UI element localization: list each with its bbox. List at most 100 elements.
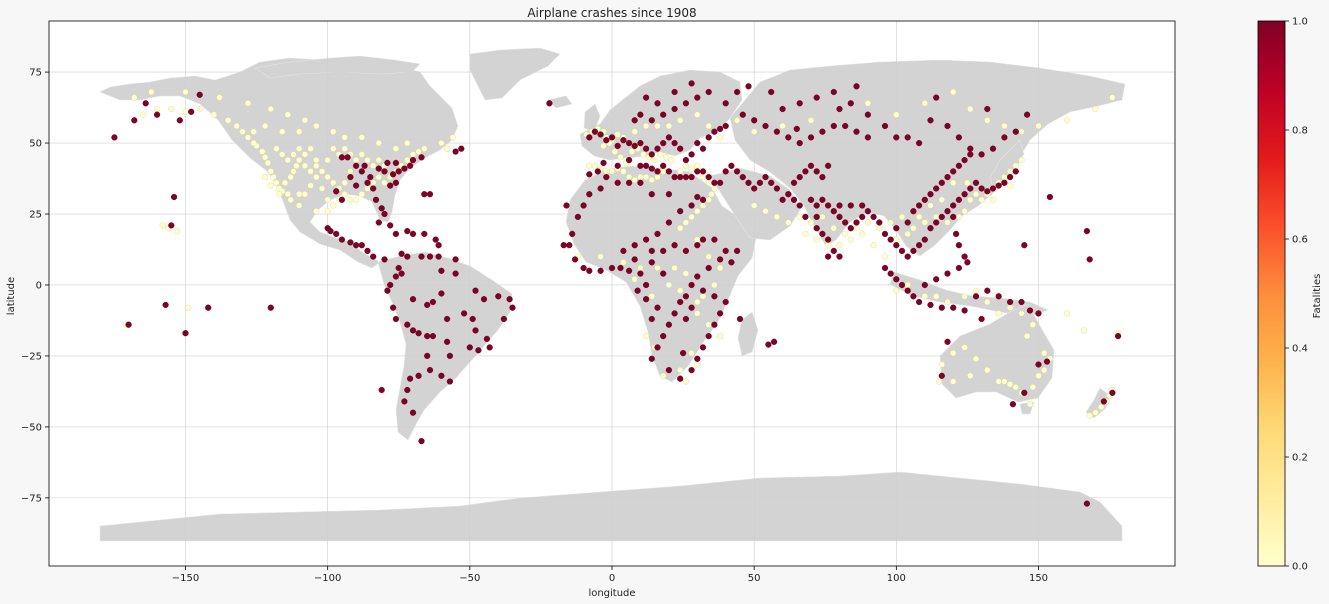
crash-point-fatal	[745, 83, 752, 90]
crash-point-no-fatality	[682, 162, 690, 169]
x-tick-label: −50	[459, 573, 480, 584]
x-axis-label: longitude	[588, 588, 635, 599]
crash-point-fatal	[944, 338, 951, 345]
crash-point-no-fatality	[859, 230, 866, 238]
crash-point-fatal	[1021, 242, 1028, 249]
crash-point-no-fatality	[1092, 105, 1099, 113]
crash-point-fatal	[842, 122, 849, 130]
crash-point-no-fatality	[864, 100, 872, 107]
crash-point-fatal	[111, 134, 118, 141]
crash-point-no-fatality	[864, 219, 872, 226]
crash-point-fatal	[995, 182, 1002, 189]
crash-point-fatal	[415, 330, 422, 337]
crash-point-fatal	[594, 168, 601, 175]
crash-point-fatal	[813, 168, 820, 175]
crash-point-fatal	[654, 304, 661, 311]
crash-point-fatal	[569, 230, 576, 238]
x-axis: −150 −100 −50 0 50 100 150	[172, 566, 1048, 584]
crash-point-no-fatality	[705, 321, 712, 328]
crash-point-fatal	[955, 162, 963, 169]
crash-point-no-fatality	[699, 293, 707, 300]
crash-point-no-fatality	[657, 151, 664, 158]
crash-point-fatal	[836, 202, 843, 209]
colorbar	[1257, 20, 1286, 567]
crash-point-no-fatality	[313, 157, 320, 164]
crash-point-fatal	[495, 293, 502, 300]
crash-point-no-fatality	[313, 174, 320, 181]
crash-point-fatal	[347, 174, 354, 181]
crash-point-fatal	[813, 225, 820, 232]
crash-point-fatal	[665, 321, 673, 328]
crash-point-fatal	[418, 438, 425, 445]
crash-point-fatal	[384, 287, 391, 294]
crash-point-no-fatality	[182, 108, 189, 115]
crash-point-fatal	[418, 154, 425, 161]
crash-point-no-fatality	[773, 213, 781, 221]
crash-point-fatal	[196, 91, 203, 98]
crash-point-fatal	[682, 100, 690, 107]
crash-point-no-fatality	[904, 230, 911, 238]
crash-point-fatal	[483, 335, 491, 343]
crash-point-fatal	[807, 134, 815, 141]
crash-point-no-fatality	[324, 196, 331, 203]
crash-point-fatal	[915, 202, 923, 209]
colorbar-tick-label: 0.8	[1292, 126, 1308, 137]
crash-point-no-fatality	[307, 168, 314, 175]
crash-point-fatal	[679, 350, 687, 357]
crash-point-no-fatality	[711, 185, 718, 192]
land-iceland	[547, 95, 573, 109]
crash-point-fatal	[162, 301, 169, 309]
crash-point-no-fatality	[677, 367, 684, 374]
crash-point-fatal	[790, 196, 798, 203]
crash-point-no-fatality	[284, 191, 291, 198]
crash-point-no-fatality	[415, 148, 422, 155]
crash-point-no-fatality	[665, 281, 673, 289]
crash-point-fatal	[796, 140, 803, 147]
crash-point-no-fatality	[944, 298, 951, 306]
crash-point-fatal	[694, 94, 701, 101]
crash-point-no-fatality	[1023, 333, 1031, 340]
crash-point-no-fatality	[1035, 122, 1042, 130]
crash-point-fatal	[768, 179, 775, 186]
crash-point-fatal	[722, 247, 729, 255]
crash-point-fatal	[642, 296, 650, 303]
crash-point-fatal	[893, 242, 900, 249]
crash-point-fatal	[716, 256, 724, 263]
crash-point-fatal	[395, 168, 402, 175]
crash-point-no-fatality	[381, 179, 388, 186]
crash-point-no-fatality	[705, 122, 712, 130]
crash-point-fatal	[762, 174, 769, 181]
crash-point-fatal	[404, 386, 411, 394]
crash-point-no-fatality	[603, 168, 610, 175]
crash-point-no-fatality	[273, 145, 280, 152]
crash-point-no-fatality	[640, 151, 647, 158]
crash-point-fatal	[648, 355, 655, 362]
crash-point-no-fatality	[671, 264, 678, 272]
crash-point-fatal	[944, 174, 951, 181]
crash-point-fatal	[859, 202, 866, 209]
crash-point-fatal	[898, 281, 906, 289]
crash-point-no-fatality	[1097, 403, 1105, 411]
crash-point-no-fatality	[301, 162, 309, 169]
crash-point-fatal	[665, 219, 673, 226]
crash-point-no-fatality	[910, 225, 917, 232]
crash-point-fatal	[836, 253, 843, 260]
crash-point-no-fatality	[751, 202, 758, 209]
crash-point-fatal	[444, 315, 451, 323]
crash-point-fatal	[378, 205, 385, 212]
crash-point-fatal	[1083, 500, 1091, 507]
crash-point-fatal	[392, 230, 400, 238]
crash-point-no-fatality	[358, 151, 365, 158]
crash-point-no-fatality	[421, 145, 428, 152]
crash-point-fatal	[353, 162, 360, 169]
crash-point-no-fatality	[210, 111, 218, 118]
crash-point-fatal	[819, 230, 826, 238]
crash-point-fatal	[699, 196, 707, 203]
crash-point-no-fatality	[961, 293, 968, 300]
crash-point-fatal	[887, 270, 894, 277]
crash-point-no-fatality	[950, 350, 957, 357]
crash-point-no-fatality	[785, 219, 792, 226]
crash-point-fatal	[429, 298, 437, 306]
crash-point-fatal	[401, 165, 408, 172]
crash-point-fatal	[699, 236, 707, 243]
